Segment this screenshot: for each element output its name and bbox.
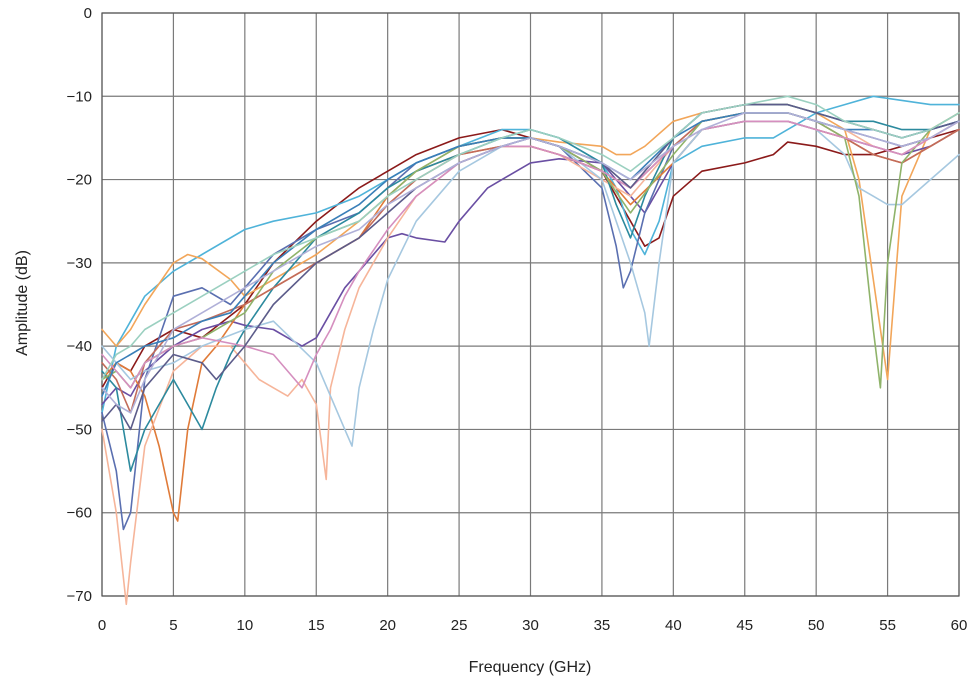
- y-tick-label: −20: [67, 172, 92, 189]
- y-tick-label: −30: [67, 255, 92, 272]
- y-tick-label: −50: [67, 421, 92, 438]
- y-axis-label: Amplitude (dB): [14, 250, 31, 356]
- x-axis-label: Frequency (GHz): [469, 659, 592, 676]
- x-tick-label: 55: [879, 617, 896, 634]
- x-tick-label: 40: [665, 617, 682, 634]
- y-tick-label: −10: [67, 88, 92, 105]
- x-tick-label: 25: [451, 617, 468, 634]
- x-tick-label: 60: [951, 617, 968, 634]
- tick-labels: 0 5 10 15 20 25 30 35 40 45 50 55 60 0 −10 −20 −30 −40 −50…: [67, 5, 968, 634]
- x-tick-label: 30: [522, 617, 539, 634]
- x-tick-label: 35: [594, 617, 611, 634]
- x-tick-label: 50: [808, 617, 825, 634]
- x-tick-label: 45: [736, 617, 753, 634]
- x-tick-label: 10: [236, 617, 253, 634]
- y-tick-label: 0: [84, 5, 92, 22]
- x-tick-label: 20: [379, 617, 396, 634]
- y-tick-label: −70: [67, 588, 92, 605]
- y-tick-label: −40: [67, 338, 92, 355]
- x-tick-label: 15: [308, 617, 325, 634]
- y-tick-label: −60: [67, 505, 92, 522]
- x-tick-label: 5: [169, 617, 177, 634]
- x-tick-label: 0: [98, 617, 106, 634]
